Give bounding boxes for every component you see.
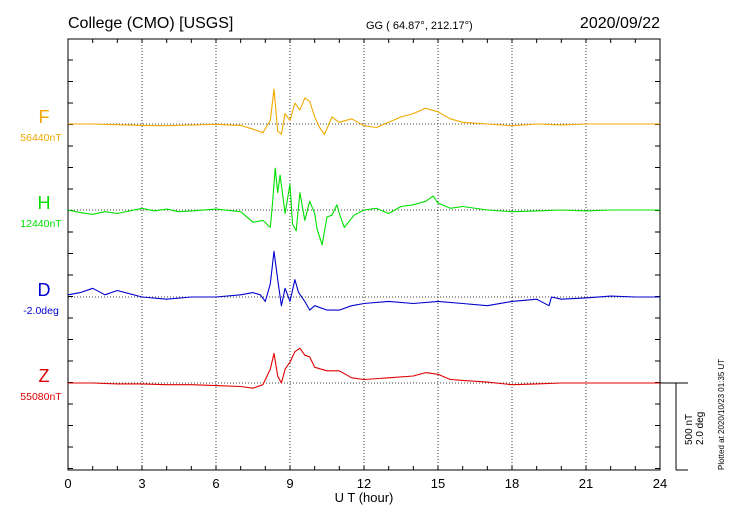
x-tick-label: 12 [357,476,371,491]
series-baseline-label-d: -2.0deg [23,305,59,317]
series-labels: F 56440nT H 12440nT D -2.0deg Z 55080nT [20,107,62,403]
x-tick-labels: 0 3 6 9 12 15 18 21 24 [64,476,667,491]
x-tick-label: 21 [579,476,593,491]
series-line-d [67,250,660,311]
x-tick-label: 24 [653,476,667,491]
frame-ticks [68,39,660,470]
x-tick-label: 0 [64,476,71,491]
scale-bar: 500 nT 2.0 deg [660,382,706,471]
plotted-note: Plotted at 2020/10/23 01:35 UT [717,359,726,470]
series-baseline-label-f: 56440nT [20,132,62,144]
scale-bar-nt-label: 500 nT [684,414,695,445]
series-line-f [68,88,660,135]
x-tick-label: 3 [138,476,145,491]
scale-bar-deg-label: 2.0 deg [695,412,706,445]
x-tick-label: 15 [431,476,445,491]
series-name-d: D [38,280,51,300]
coords-label: GG ( 64.87°, 212.17°) [366,20,473,32]
series-baseline-label-z: 55080nT [20,391,62,403]
series-name-h: H [38,193,51,213]
x-axis-title: U T (hour) [335,490,394,505]
series-line-z [68,347,660,389]
series-name-z: Z [39,366,50,386]
x-tick-label: 6 [212,476,219,491]
series-name-f: F [39,107,50,127]
series-line-h [67,167,660,246]
station-title: College (CMO) [USGS] [68,15,233,32]
date-label: 2020/09/22 [580,15,660,32]
x-tick-label: 18 [505,476,519,491]
series-baseline-label-h: 12440nT [20,218,62,230]
grid-lines [141,39,587,470]
x-tick-label: 9 [286,476,293,491]
series-group [67,88,660,389]
